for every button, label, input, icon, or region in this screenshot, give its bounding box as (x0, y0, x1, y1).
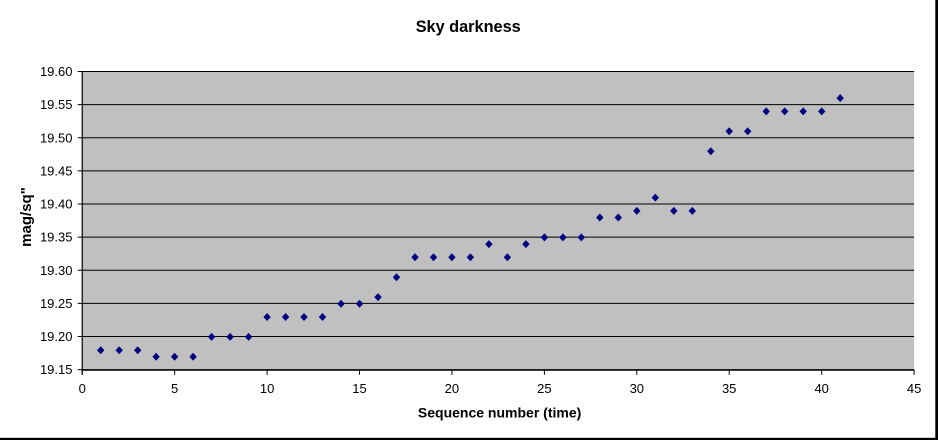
svg-text:15: 15 (352, 381, 366, 396)
svg-text:19.45: 19.45 (40, 164, 73, 179)
svg-text:mag/sq": mag/sq" (18, 187, 35, 247)
svg-text:Sky darkness: Sky darkness (416, 18, 521, 36)
svg-text:10: 10 (260, 381, 274, 396)
svg-text:19.50: 19.50 (40, 130, 73, 145)
svg-text:19.60: 19.60 (40, 64, 73, 79)
svg-text:19.25: 19.25 (40, 296, 73, 311)
svg-text:45: 45 (907, 381, 921, 396)
svg-text:20: 20 (445, 381, 459, 396)
svg-text:19.15: 19.15 (40, 362, 73, 377)
svg-text:40: 40 (814, 381, 828, 396)
svg-text:19.30: 19.30 (40, 263, 73, 278)
svg-text:5: 5 (171, 381, 178, 396)
svg-text:19.35: 19.35 (40, 230, 73, 245)
svg-text:Sequence number (time): Sequence number (time) (418, 404, 581, 420)
svg-text:25: 25 (537, 381, 551, 396)
svg-text:19.40: 19.40 (40, 197, 73, 212)
svg-text:30: 30 (630, 381, 644, 396)
svg-text:19.20: 19.20 (40, 329, 73, 344)
svg-text:19.55: 19.55 (40, 97, 73, 112)
svg-text:35: 35 (722, 381, 736, 396)
svg-text:0: 0 (79, 381, 86, 396)
